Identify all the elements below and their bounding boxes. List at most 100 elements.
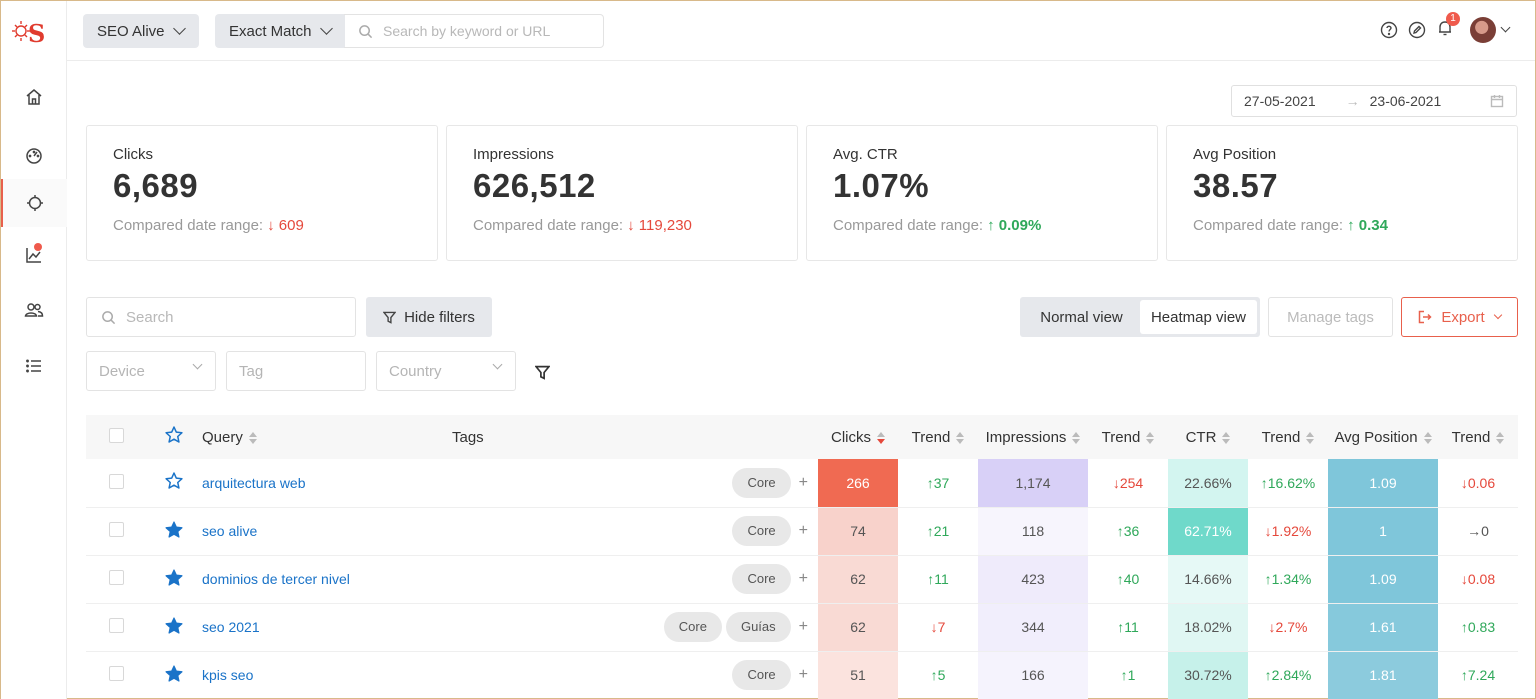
nav-home[interactable]	[1, 73, 67, 121]
app-logo[interactable]: S	[11, 17, 51, 48]
query-link[interactable]: kpis seo	[202, 667, 254, 683]
query-link[interactable]: dominios de tercer nivel	[202, 571, 350, 587]
query-link[interactable]: arquitectura web	[202, 474, 306, 491]
star-filled-icon[interactable]	[164, 616, 184, 636]
row-checkbox[interactable]	[108, 618, 124, 633]
ctr-header[interactable]: CTR	[1168, 415, 1248, 459]
row-checkbox[interactable]	[108, 522, 124, 537]
nav-analytics[interactable]	[1, 231, 67, 279]
star-outline-icon[interactable]	[164, 425, 184, 445]
position-header[interactable]: Avg Position	[1328, 415, 1438, 459]
add-tag-icon[interactable]: +	[798, 473, 808, 491]
star-filled-icon[interactable]	[164, 664, 184, 684]
compare-label: Compared date range:	[113, 217, 264, 234]
row-checkbox[interactable]	[108, 473, 124, 489]
nav-tracking[interactable]	[1, 179, 67, 227]
ctr-cell: 22.66%	[1168, 459, 1248, 508]
advanced-filter-button[interactable]	[527, 357, 557, 387]
ctr-trend-cell: ↑2.84%	[1248, 651, 1328, 699]
card-delta: ↓ 119,230	[627, 217, 692, 234]
user-menu[interactable]	[1470, 17, 1511, 43]
tags-cell: Core +	[452, 555, 818, 604]
card-label: Avg. CTR	[833, 146, 898, 163]
tag-filter[interactable]: Tag	[226, 351, 366, 391]
star-filled-icon[interactable]	[164, 568, 184, 588]
position-cell: 1	[1328, 507, 1438, 556]
notifications-button[interactable]: 1	[1436, 11, 1460, 42]
project-selector[interactable]: SEO Alive	[83, 14, 199, 48]
card-delta: ↑ 0.09%	[987, 217, 1042, 234]
row-checkbox[interactable]	[108, 570, 124, 585]
heatmap-view-button[interactable]: Heatmap view	[1140, 300, 1257, 334]
compare-label: Compared date range:	[1193, 217, 1344, 234]
table-row[interactable]: kpis seo Core + 51 ↑5 166 ↑1 30.72% ↑2.84…	[86, 651, 1518, 699]
table-search-input[interactable]	[126, 308, 326, 326]
tag-chip[interactable]: Core	[732, 516, 791, 546]
query-header[interactable]: Query	[202, 415, 452, 459]
nav-list[interactable]	[1, 342, 67, 390]
compare-label: Compared date range:	[833, 217, 984, 234]
query-link[interactable]: seo 2021	[202, 619, 260, 635]
tag-chip[interactable]: Core	[732, 564, 791, 594]
tag-chip[interactable]: Core	[663, 612, 722, 642]
table-row[interactable]: seo 2021 Core Guías + 62 ↓7 344 ↑11 18.02%…	[86, 603, 1518, 652]
manage-tags-button[interactable]: Manage tags	[1268, 297, 1393, 337]
tag-chip[interactable]: Guías	[725, 612, 791, 642]
star-filled-icon[interactable]	[164, 520, 184, 540]
tag-chip[interactable]: Core	[732, 660, 791, 690]
normal-view-button[interactable]: Normal view	[1040, 308, 1123, 326]
impressions-trend-cell: ↑36	[1088, 507, 1168, 556]
topbar: SEO Alive Exact Match 1	[67, 1, 1535, 61]
table-row[interactable]: arquitectura web Core + 266 ↑37 1,174 ↓25…	[86, 459, 1518, 508]
filter-icon	[383, 311, 397, 324]
chevron-down-icon	[1500, 22, 1511, 33]
ctr-trend-header[interactable]: Trend	[1248, 415, 1328, 459]
sort-icon	[248, 431, 257, 444]
clicks-trend-cell: ↑5	[898, 651, 978, 699]
keyword-search-input[interactable]	[383, 23, 583, 39]
table-row[interactable]: dominios de tercer nivel Core + 62 ↑11 42…	[86, 555, 1518, 604]
add-tag-icon[interactable]: +	[798, 618, 808, 635]
match-type-selector[interactable]: Exact Match	[215, 14, 345, 48]
impressions-cell: 1,174	[978, 459, 1088, 508]
add-tag-icon[interactable]: +	[798, 666, 808, 683]
country-filter[interactable]: Country	[376, 351, 516, 391]
help-icon[interactable]	[1380, 21, 1398, 39]
clicks-card: Clicks 6,689 Compared date range: ↓ 609	[86, 125, 438, 261]
gauge-icon	[26, 148, 42, 164]
card-label: Avg Position	[1193, 146, 1277, 163]
clicks-trend-header[interactable]: Trend	[898, 415, 978, 459]
position-trend-header[interactable]: Trend	[1438, 415, 1518, 459]
sidebar: S	[1, 1, 67, 699]
table-row[interactable]: seo alive Core + 74 ↑21 118 ↑36 62.71% ↓1…	[86, 507, 1518, 556]
list-icon	[26, 359, 41, 373]
nav-dashboard[interactable]	[1, 131, 67, 179]
row-checkbox[interactable]	[108, 666, 124, 681]
query-link[interactable]: seo alive	[202, 523, 258, 539]
date-range-picker[interactable]: 27-05-2021 → 23-06-2021	[1231, 85, 1517, 117]
add-tag-icon[interactable]: +	[798, 522, 808, 539]
select-all-checkbox[interactable]	[108, 427, 124, 443]
tags-cell: Core +	[452, 651, 818, 699]
sort-icon	[1496, 431, 1505, 444]
bell-icon	[1439, 20, 1451, 35]
nav-users[interactable]	[1, 286, 67, 334]
sort-icon	[1423, 431, 1432, 444]
ctr-trend-cell: ↑1.34%	[1248, 555, 1328, 604]
add-tag-icon[interactable]: +	[798, 570, 808, 587]
tag-chip[interactable]: Core	[732, 467, 791, 498]
card-value: 6,689	[113, 167, 199, 204]
tags-cell: Core Guías +	[452, 603, 818, 652]
ctr-cell: 30.72%	[1168, 651, 1248, 699]
hide-filters-button[interactable]: Hide filters	[366, 297, 492, 337]
impressions-trend-header[interactable]: Trend	[1088, 415, 1168, 459]
row-select-cell	[86, 555, 146, 604]
export-button[interactable]: Export	[1401, 297, 1518, 337]
impressions-header[interactable]: Impressions	[978, 415, 1088, 459]
device-filter[interactable]: Device	[86, 351, 216, 391]
clicks-header[interactable]: Clicks	[818, 415, 898, 459]
star-outline-icon[interactable]	[164, 471, 184, 491]
chevron-down-icon	[1493, 310, 1502, 319]
query-cell: arquitectura web	[202, 459, 452, 508]
edit-icon[interactable]	[1408, 21, 1426, 39]
